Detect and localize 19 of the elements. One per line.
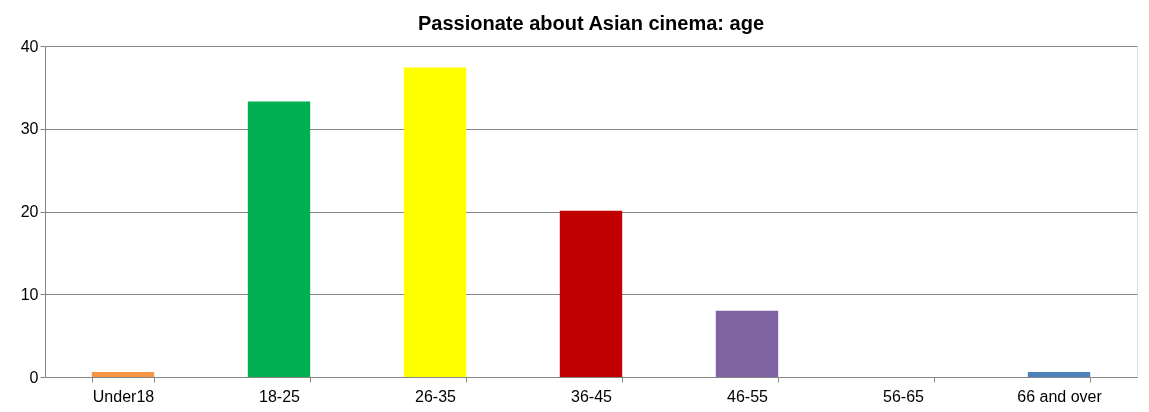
y-tick-label: 10 [20, 285, 39, 303]
x-tick-label: 66 and over [1017, 387, 1103, 405]
x-tick-label: 46-55 [727, 387, 769, 405]
y-tick-label: 30 [20, 120, 39, 138]
y-tick-label: 0 [29, 368, 39, 386]
y-tick-label: 20 [20, 203, 39, 220]
bar [715, 310, 779, 377]
bar [91, 372, 155, 377]
y-tick-label: 40 [20, 37, 39, 55]
chart-title: Passionate about Asian cinema: age [417, 12, 765, 34]
bar [403, 67, 467, 377]
bar [247, 101, 311, 377]
x-tick-label: 26-35 [415, 387, 457, 405]
bar [559, 210, 623, 377]
bar [1027, 372, 1091, 377]
x-tick-label: 56-65 [883, 387, 925, 405]
x-tick-label: 18-25 [259, 387, 301, 405]
x-tick-label: Under18 [92, 387, 155, 405]
x-tick-label: 36-45 [571, 387, 613, 405]
